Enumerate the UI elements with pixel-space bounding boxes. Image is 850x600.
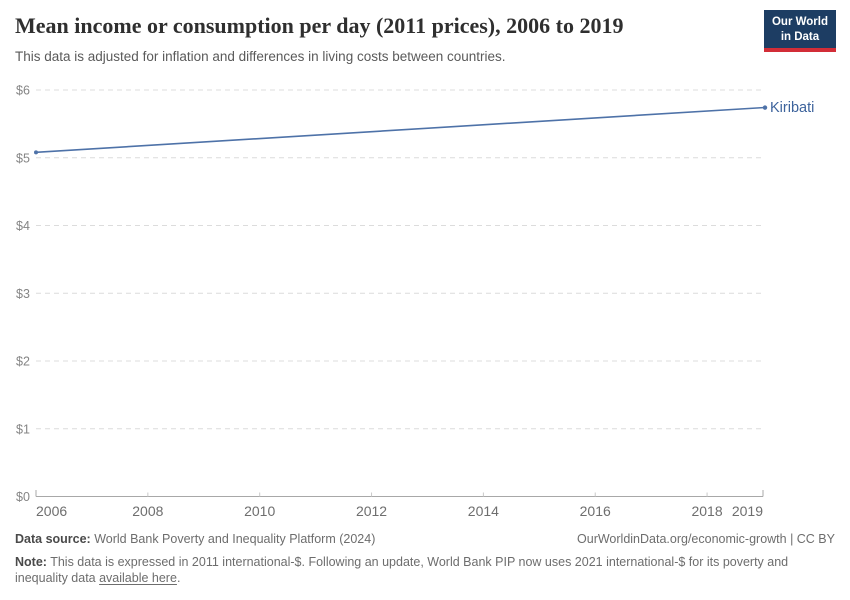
chart-title: Mean income or consumption per day (2011… [15,13,624,38]
y-tick-label: $3 [16,287,30,301]
note-text-period: . [176,571,181,585]
x-tick-label: 2010 [244,503,275,519]
logo-line-2: in Data [780,30,820,43]
data-source-text: World Bank Poverty and Inequality Platfo… [90,532,376,546]
x-tick-label: 2016 [580,503,611,519]
chart-footer: Data source: World Bank Poverty and Ineq… [15,531,835,587]
owid-logo: Our World in Data [763,10,836,53]
x-tick-label: 2019 [732,503,763,519]
data-point-start[interactable] [34,150,38,155]
y-tick-label: $6 [16,84,30,98]
data-source-line: Data source: World Bank Poverty and Ineq… [15,531,375,548]
credit-link[interactable]: OurWorldinData.org/economic-growth | CC … [577,532,835,546]
y-tick-label: $4 [16,219,30,233]
x-tick-label: 2008 [132,503,163,519]
x-tick-label: 2012 [356,503,387,519]
x-tick-label: 2006 [36,503,67,519]
data-line-kiribati[interactable] [35,106,764,154]
logo-line-1: Our World [771,16,828,28]
note-label: Note: [15,554,47,569]
y-tick-label: $1 [16,422,30,436]
data-point-end[interactable] [762,105,768,110]
note-available-here-link[interactable]: available here [99,571,177,585]
x-tick-label: 2018 [691,503,722,519]
note-text: This data is expressed in 2011 internati… [15,554,789,586]
entity-label[interactable]: Kiribati [770,100,814,116]
x-tick-label: 2014 [468,503,499,519]
y-tick-label: $5 [16,151,30,165]
y-tick-label: $0 [16,490,30,504]
note-line: Note: This data is expressed in 2011 int… [15,554,827,587]
chart-subtitle: This data is adjusted for inflation and … [15,49,506,64]
data-source-label: Data source: [15,532,91,546]
y-tick-label: $2 [16,355,30,369]
